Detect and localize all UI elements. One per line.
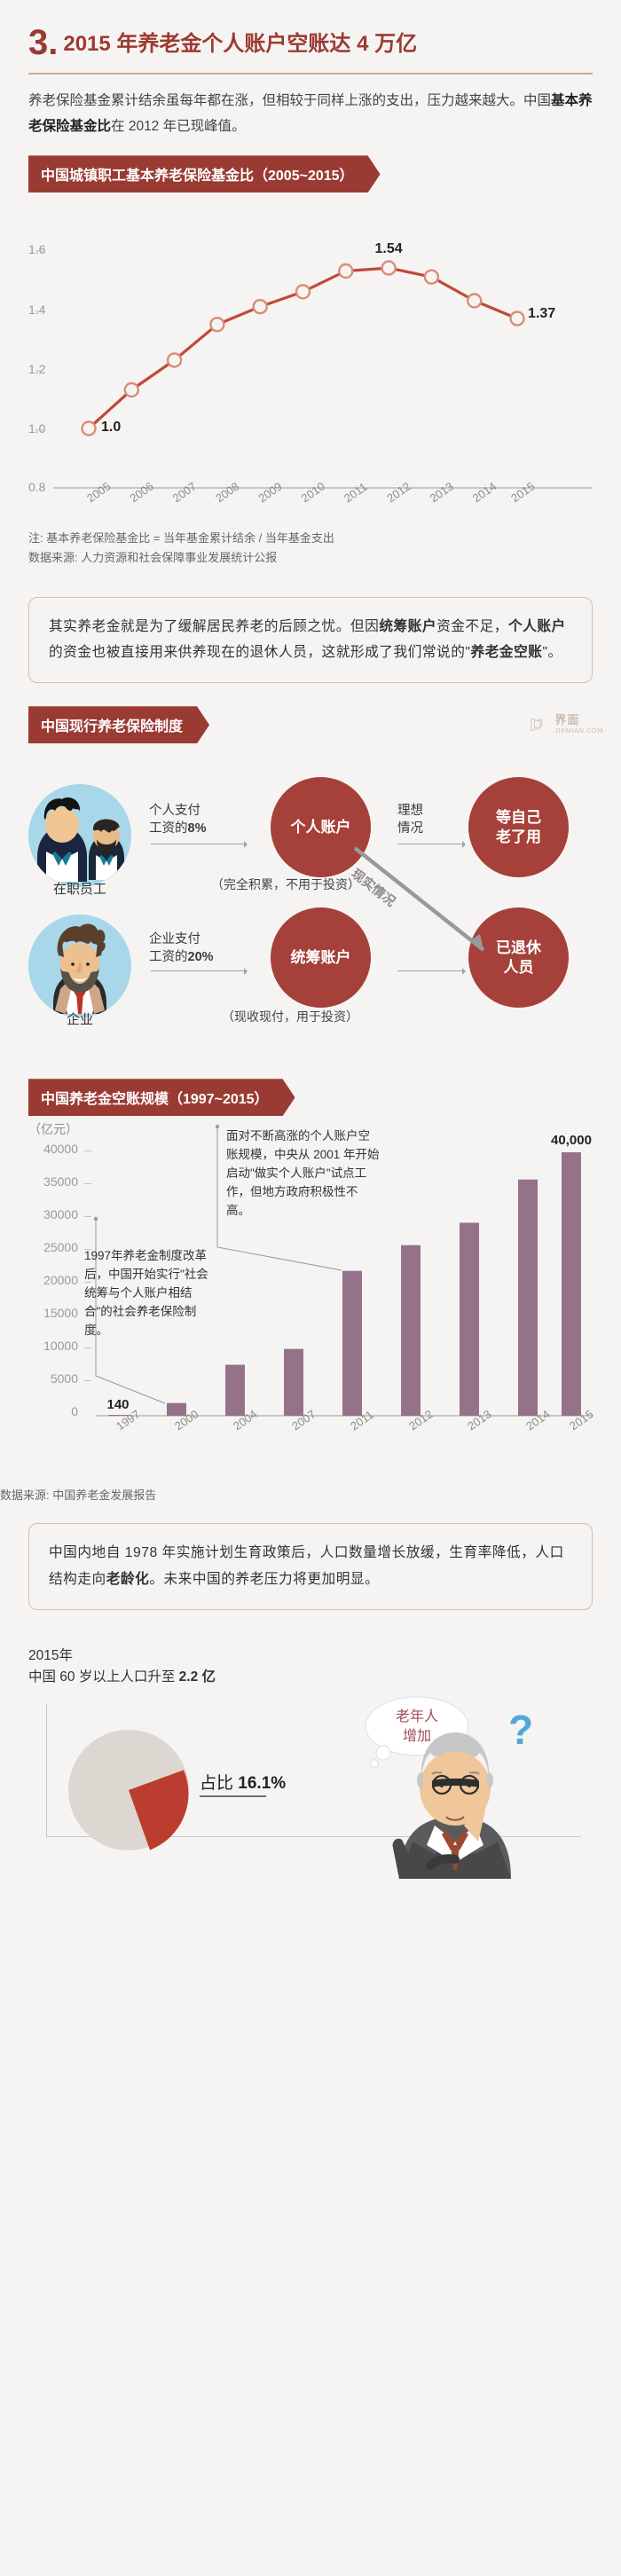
- svg-text:1.37: 1.37: [528, 306, 555, 321]
- svg-text:1.54: 1.54: [375, 241, 403, 256]
- svg-text:2011: 2011: [342, 480, 370, 505]
- svg-text:2014: 2014: [470, 480, 499, 506]
- svg-text:10000: 10000: [43, 1339, 78, 1353]
- svg-text:0.8: 0.8: [28, 480, 46, 494]
- svg-text:增加: 增加: [403, 1728, 431, 1744]
- svg-text:20000: 20000: [43, 1273, 78, 1287]
- svg-text:2013: 2013: [428, 480, 456, 506]
- svg-text:2009: 2009: [255, 480, 284, 506]
- svg-text:2008: 2008: [213, 480, 241, 506]
- svg-text:–: –: [84, 1208, 91, 1222]
- svg-text:–: –: [84, 1372, 91, 1386]
- svg-text:–: –: [35, 422, 43, 437]
- svg-text:2015: 2015: [508, 480, 537, 506]
- svg-text:25000: 25000: [43, 1240, 78, 1254]
- svg-text:（亿元）: （亿元）: [28, 1122, 78, 1136]
- svg-text:35000: 35000: [43, 1174, 78, 1189]
- svg-text:–: –: [35, 363, 43, 378]
- svg-text:30000: 30000: [43, 1207, 78, 1221]
- svg-text:140: 140: [106, 1397, 129, 1412]
- svg-text:–: –: [84, 1175, 91, 1190]
- svg-text:40000: 40000: [43, 1142, 78, 1156]
- svg-text:2012: 2012: [384, 480, 413, 506]
- svg-text:2005: 2005: [84, 480, 113, 506]
- svg-text:2007: 2007: [170, 480, 199, 506]
- svg-text:–: –: [84, 1143, 91, 1157]
- svg-text:–: –: [35, 303, 43, 318]
- svg-text:15000: 15000: [43, 1306, 78, 1320]
- svg-text:1.0: 1.0: [101, 420, 121, 435]
- svg-text:2010: 2010: [299, 480, 327, 506]
- svg-text:0: 0: [71, 1404, 78, 1418]
- svg-text:–: –: [84, 1339, 91, 1354]
- svg-text:40,000: 40,000: [551, 1133, 592, 1148]
- svg-text:5000: 5000: [51, 1371, 78, 1386]
- svg-text:老年人: 老年人: [396, 1708, 438, 1724]
- svg-text:占比 16.1%: 占比 16.1%: [200, 1773, 286, 1793]
- svg-text:–: –: [35, 243, 43, 258]
- svg-text:?: ?: [508, 1707, 533, 1753]
- svg-text:2006: 2006: [127, 480, 155, 506]
